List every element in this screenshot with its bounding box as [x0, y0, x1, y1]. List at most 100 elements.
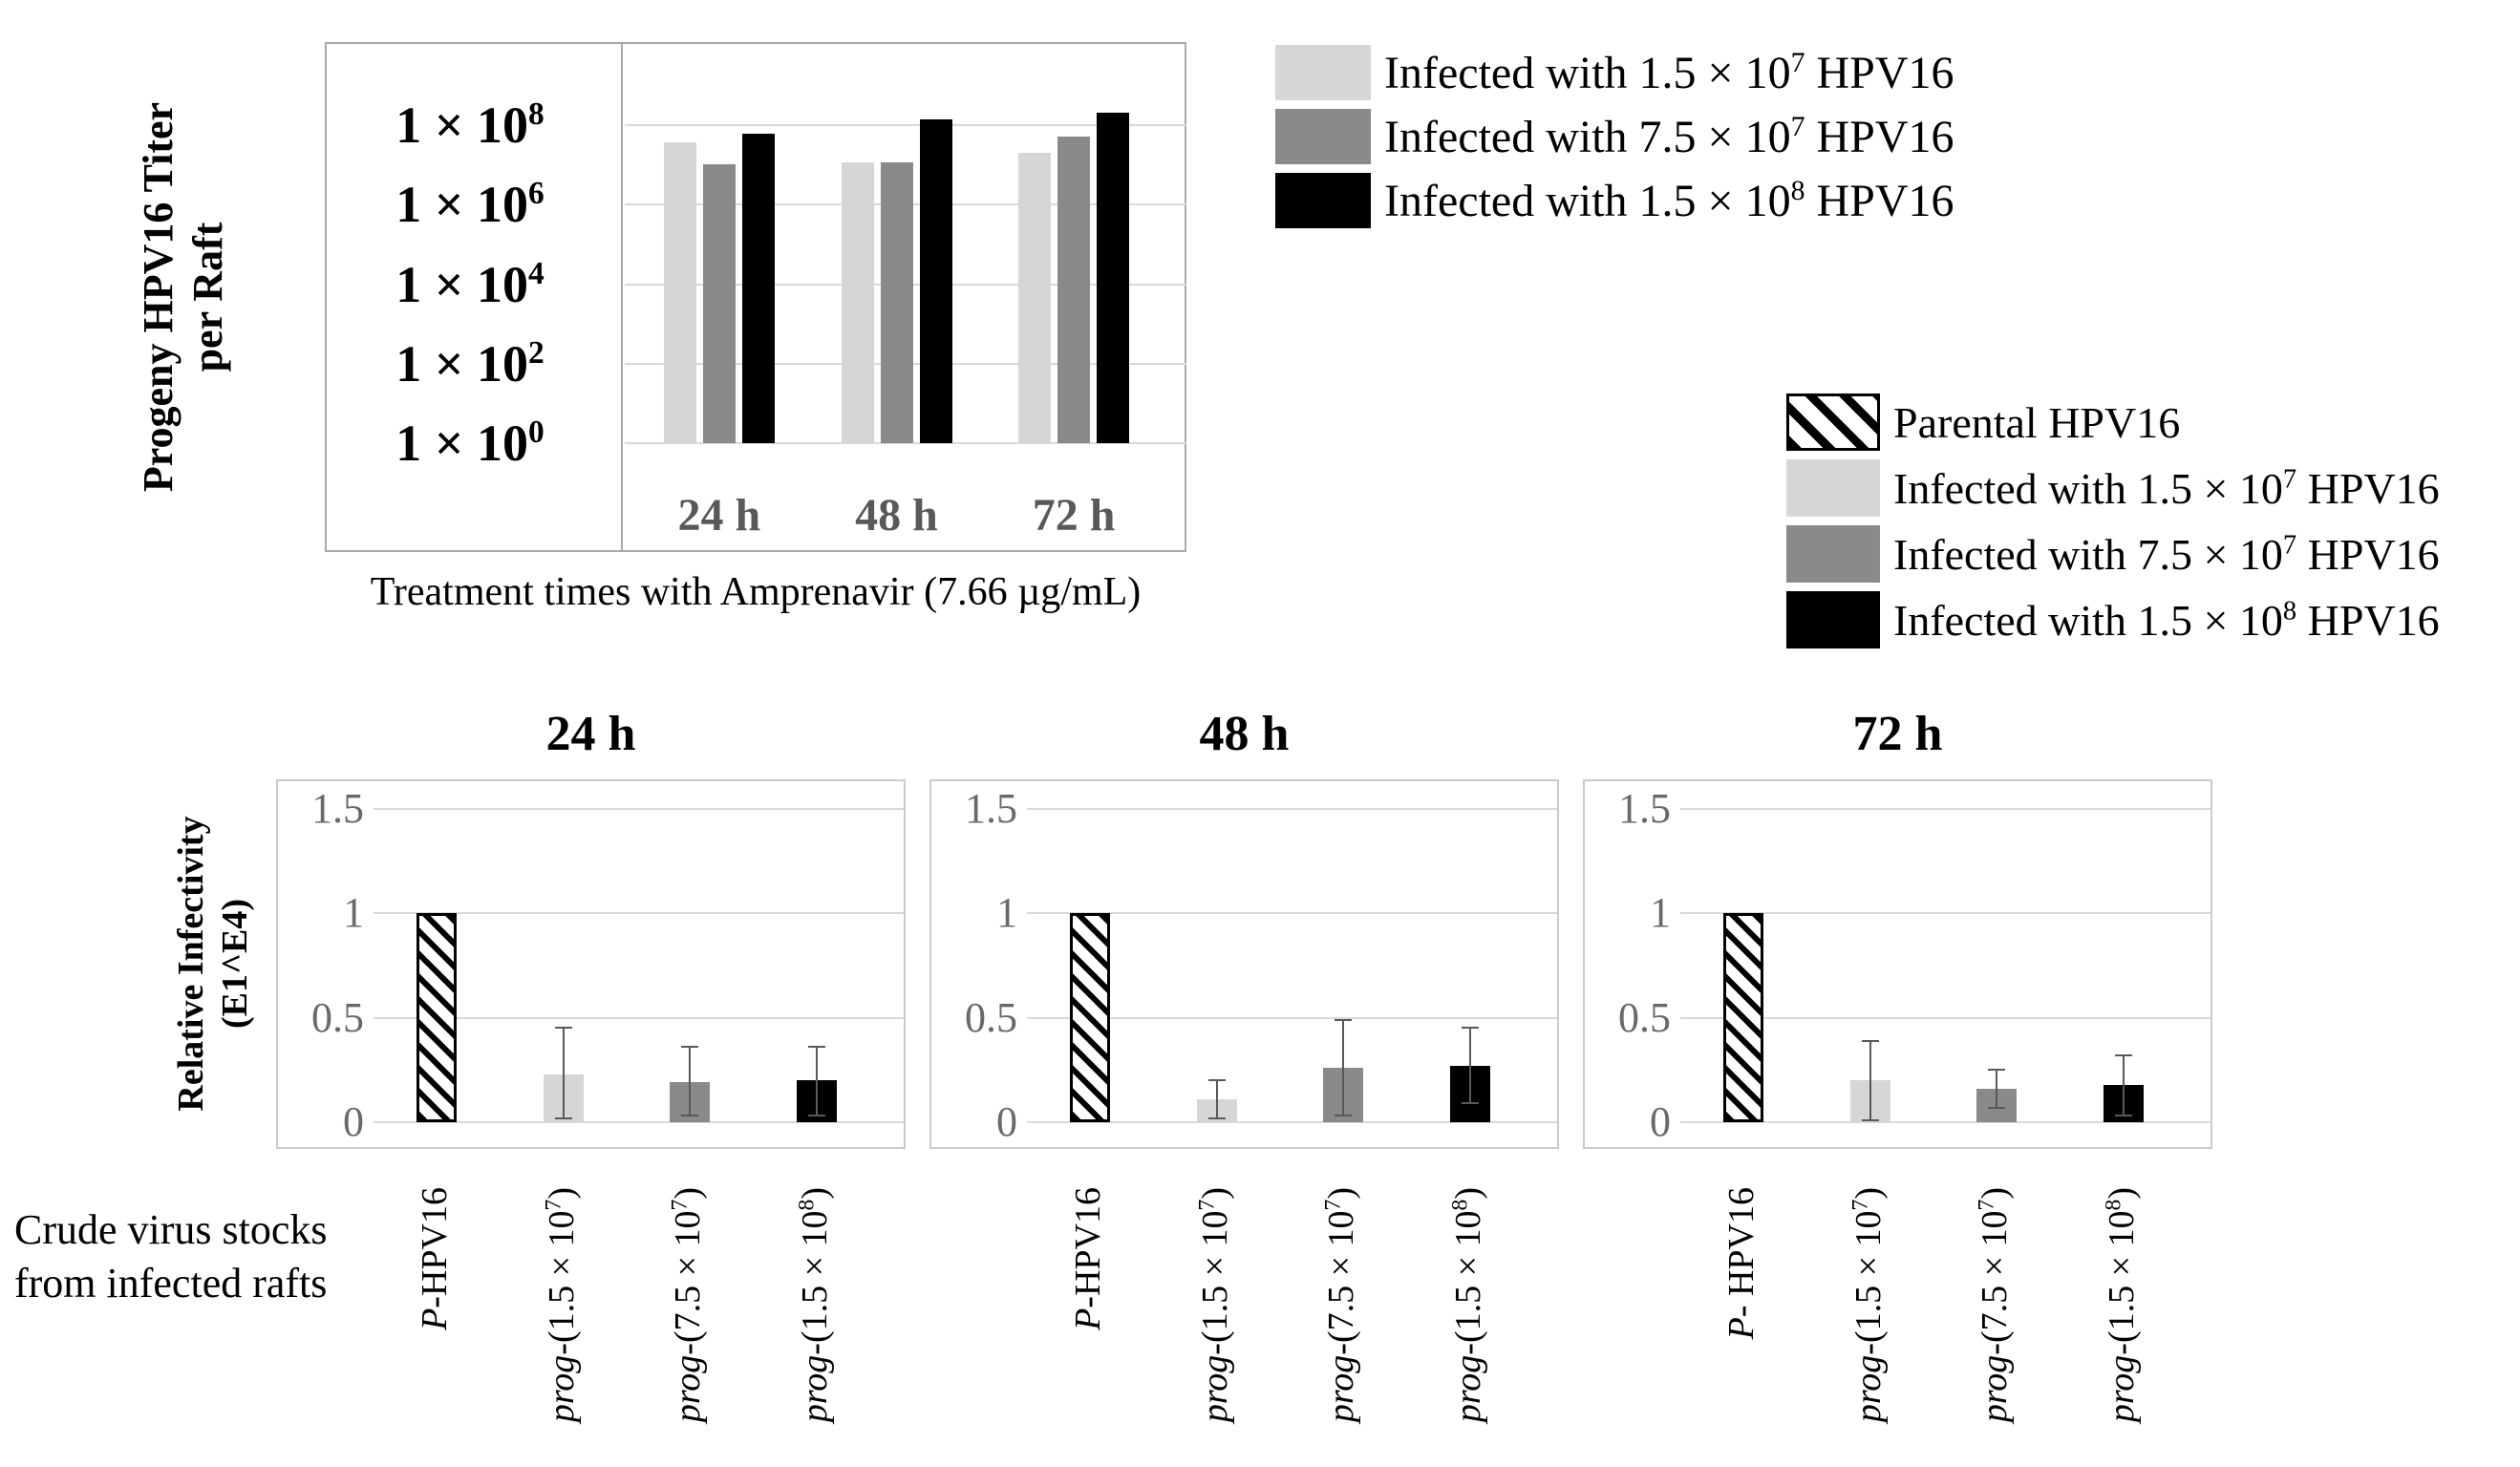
- legend-bottom-label: Infected with 1.5 × 108 HPV16: [1893, 595, 2440, 645]
- legend-top-swatch-light: [1275, 45, 1371, 100]
- gridline: [374, 807, 904, 810]
- error-bar-line: [2122, 1054, 2125, 1116]
- x-category-label: prog-(1.5 × 108): [1447, 1187, 1488, 1423]
- legend-top-item: Infected with 1.5 × 108 HPV16: [1275, 173, 1954, 228]
- x-category-label: prog-(1.5 × 108): [794, 1187, 835, 1423]
- gridline: [374, 1121, 904, 1123]
- gridline: [1680, 807, 2210, 810]
- bar-black-24h: [741, 134, 775, 443]
- gridline: [1680, 1016, 2210, 1019]
- error-bar-line: [1869, 1040, 1871, 1120]
- error-bar-line: [815, 1047, 818, 1116]
- x-category-label: prog-(1.5 × 107): [1847, 1187, 1889, 1423]
- error-bar-line: [1215, 1080, 1218, 1118]
- gridline: [374, 1016, 904, 1019]
- legend-bottom-swatch-mid: [1786, 525, 1880, 583]
- titer-x-tick: 24 h: [677, 490, 761, 541]
- gridline: [1027, 912, 1557, 914]
- legend-bottom-swatch-black: [1786, 591, 1880, 648]
- legend-top-item: Infected with 1.5 × 107 HPV16: [1275, 45, 1954, 100]
- legend-bottom-swatch-hatch: [1786, 393, 1880, 451]
- crude-stocks-label: Crude virus stocks from infected rafts: [14, 1203, 416, 1310]
- y-tick: 0.5: [1618, 993, 1671, 1041]
- error-bar-cap-top: [1335, 1018, 1353, 1021]
- y-tick: 0.5: [311, 993, 364, 1041]
- x-category-label: P-HPV16: [415, 1187, 456, 1330]
- legend-bottom-item: Infected with 1.5 × 108 HPV16: [1786, 591, 2440, 648]
- gridline: [1680, 912, 2210, 914]
- error-bar-cap-bottom: [1861, 1118, 1879, 1121]
- chart-box-rel_infectivity_72h: 1.5 1 0.5 0: [1583, 779, 2212, 1149]
- error-bar-cap-top: [681, 1046, 699, 1049]
- titer-y-tick: 1 × 102: [395, 334, 545, 393]
- y-tick: 1: [1650, 889, 1671, 936]
- legend-top-swatch-black: [1275, 173, 1371, 228]
- titer-y-tick: 1 × 108: [395, 96, 545, 154]
- bar-light-72h: [1018, 153, 1052, 443]
- titer-x-tick: 48 h: [855, 490, 938, 541]
- x-category-label: prog-(7.5 × 107): [1974, 1187, 2016, 1423]
- bar-mid-24h: [702, 164, 736, 443]
- infectivity-y-axis-label-line1: Relative Infectivity: [171, 816, 211, 1112]
- legend-top-swatch-mid: [1275, 109, 1371, 164]
- bar-mid-48h: [880, 162, 913, 443]
- error-bar-line: [1342, 1019, 1345, 1116]
- y-tick: 1.5: [311, 784, 364, 832]
- x-category-label: prog-(7.5 × 107): [667, 1187, 709, 1423]
- crude-stocks-label-line2: from infected rafts: [14, 1260, 328, 1307]
- error-bar-cap-top: [807, 1046, 825, 1049]
- titer-y-axis-label: Progeny HPV16 Titer per Raft: [134, 42, 239, 552]
- legend-top-item: Infected with 7.5 × 107 HPV16: [1275, 109, 1954, 164]
- gridline: [1680, 1121, 2210, 1123]
- legend-bottom-label: Infected with 1.5 × 107 HPV16: [1893, 463, 2440, 513]
- x-category-label: P- HPV16: [1721, 1187, 1762, 1340]
- x-category-label: P-HPV16: [1068, 1187, 1109, 1330]
- error-bar-cap-bottom: [1207, 1116, 1226, 1119]
- x-category-label: prog-(1.5 × 108): [2101, 1187, 2142, 1423]
- legend-bottom-item: Infected with 7.5 × 107 HPV16: [1786, 525, 2440, 583]
- chart-box-rel_infectivity_48h: 1.5 1 0.5 0: [929, 779, 1559, 1149]
- titer-plot-area: 24 h 48 h 72 h: [625, 44, 1186, 550]
- legend-infection-doses: Infected with 1.5 × 107 HPV16 Infected wi…: [1275, 45, 1954, 237]
- legend-bottom-label: Infected with 7.5 × 107 HPV16: [1893, 529, 2440, 579]
- x-category-label: prog-(7.5 × 107): [1320, 1187, 1362, 1423]
- y-tick: 1: [343, 889, 364, 936]
- error-bar-cap-bottom: [2114, 1115, 2132, 1117]
- legend-top-label: Infected with 7.5 × 107 HPV16: [1384, 110, 1954, 162]
- gridline: [625, 442, 1186, 444]
- error-bar-cap-bottom: [681, 1115, 699, 1117]
- titer-y-tick: 1 × 106: [395, 176, 545, 234]
- chart-title-rel_infectivity_24h: 24 h: [545, 707, 636, 761]
- legend-top-label: Infected with 1.5 × 108 HPV16: [1384, 174, 1954, 226]
- bar-black-72h: [1097, 113, 1130, 443]
- chart-title-rel_infectivity_48h: 48 h: [1199, 707, 1290, 761]
- error-bar-cap-top: [1461, 1027, 1479, 1030]
- error-bar-cap-top: [554, 1027, 572, 1030]
- titer-chart: 1 × 108 1 × 106 1 × 104 1 × 102 1 × 100 24 h…: [325, 42, 1186, 552]
- infectivity-y-axis-label: Relative Infectivity (E1^E4): [169, 773, 255, 1155]
- titer-x-tick: 72 h: [1032, 490, 1116, 541]
- bar-light-24h: [663, 141, 696, 443]
- bar-hatch: [1070, 913, 1111, 1122]
- titer-y-axis-label-line2: per Raft: [184, 222, 231, 372]
- y-tick: 0: [343, 1098, 364, 1145]
- x-category-label: prog-(1.5 × 107): [541, 1187, 582, 1423]
- y-tick: 0: [1650, 1098, 1671, 1145]
- y-tick: 1: [996, 889, 1017, 936]
- infectivity-y-axis-label-line2: (E1^E4): [215, 898, 255, 1030]
- error-bar-line: [1996, 1070, 1998, 1108]
- bar-mid-72h: [1057, 137, 1091, 443]
- error-bar-cap-bottom: [554, 1116, 572, 1119]
- error-bar-cap-bottom: [1335, 1115, 1353, 1117]
- titer-y-tick: 1 × 104: [395, 255, 545, 313]
- gridline: [1027, 807, 1557, 810]
- gridline: [374, 912, 904, 914]
- gridline: [1027, 1121, 1557, 1123]
- error-bar-line: [689, 1047, 692, 1116]
- error-bar-line: [562, 1028, 565, 1118]
- y-tick: 0: [996, 1098, 1017, 1145]
- bar-light-48h: [841, 162, 874, 443]
- bar-hatch: [416, 913, 458, 1122]
- error-bar-cap-bottom: [807, 1115, 825, 1117]
